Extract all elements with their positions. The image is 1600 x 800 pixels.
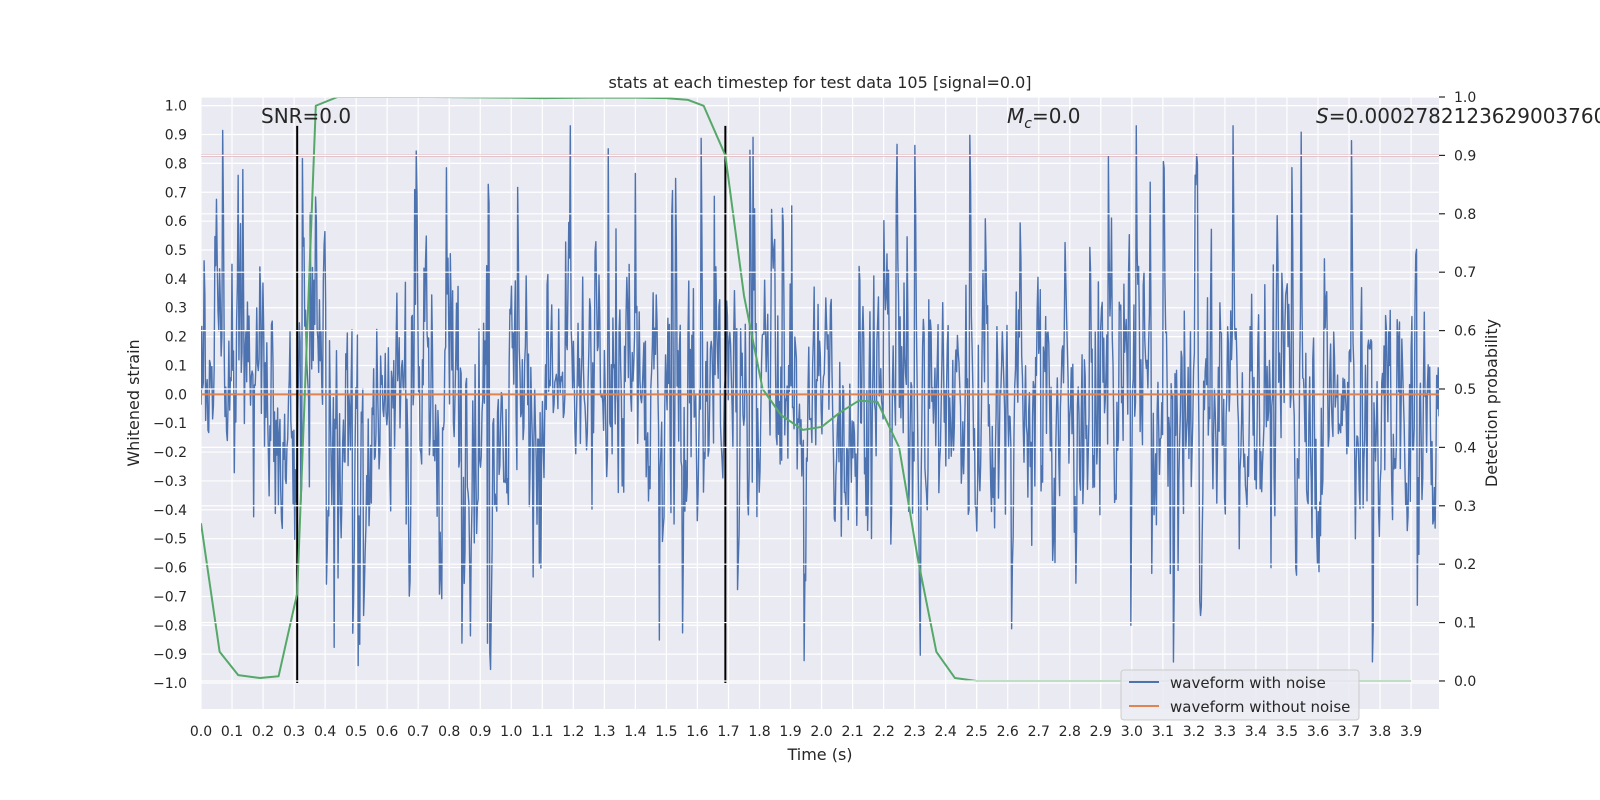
y-tick-label: 0.9 bbox=[165, 128, 187, 144]
axes: 0.0 0.1 0.2 0.3 0.4 0.5 0.6 0.7 0.8 0.9 1.0 1.1 1.2 1… bbox=[153, 90, 1476, 740]
y2-tick-label: 0.4 bbox=[1454, 440, 1476, 456]
detection-probability-line bbox=[201, 97, 1412, 682]
x-tick-label: 2.4 bbox=[935, 724, 957, 740]
x-tick-label: 1.8 bbox=[748, 724, 770, 740]
y-tick-label: 0.8 bbox=[165, 156, 187, 172]
y-tick-label: 0.6 bbox=[165, 214, 187, 230]
x-tick-label: 2.8 bbox=[1059, 724, 1081, 740]
chart-title: stats at each timestep for test data 105… bbox=[608, 73, 1031, 92]
right-axis-grid bbox=[201, 96, 1439, 682]
x-tick-label: 0.2 bbox=[252, 724, 274, 740]
y-tick-label: 0.2 bbox=[165, 330, 187, 346]
x-tick-label: 0.9 bbox=[469, 724, 491, 740]
legend-entry-waveform-without-noise: waveform without noise bbox=[1170, 698, 1350, 716]
x-tick-label: 0.1 bbox=[221, 724, 243, 740]
x-tick-label: 1.0 bbox=[500, 724, 522, 740]
x-tick-label: 2.5 bbox=[966, 724, 988, 740]
y-tick-label: −1.0 bbox=[153, 676, 187, 692]
y-tick-label: −0.2 bbox=[153, 445, 187, 461]
y-tick-label: 0.1 bbox=[165, 358, 187, 374]
x-tick-label: 2.9 bbox=[1090, 724, 1112, 740]
s-annotation: S=0.00027821236290037604 bbox=[1316, 104, 1600, 128]
x-tick-label: 1.5 bbox=[655, 724, 677, 740]
x-tick-label: 2.6 bbox=[997, 724, 1019, 740]
x-tick-label: 2.3 bbox=[904, 724, 926, 740]
x-tick-label: 2.0 bbox=[810, 724, 832, 740]
x-tick-label: 1.9 bbox=[779, 724, 801, 740]
y2-tick-label: 0.0 bbox=[1454, 674, 1476, 690]
chirp-mass-value: =0.0 bbox=[1032, 104, 1081, 128]
legend: waveform with noise waveform without noi… bbox=[1120, 669, 1360, 721]
x-tick-label: 0.0 bbox=[190, 724, 212, 740]
chirp-mass-annotation: Mc=0.0 bbox=[1007, 104, 1081, 132]
x-tick-label: 3.6 bbox=[1307, 724, 1329, 740]
y2-tick-label: 0.1 bbox=[1454, 616, 1476, 632]
y-tick-label: 0.4 bbox=[165, 272, 187, 288]
x-tick-label: 3.2 bbox=[1183, 724, 1205, 740]
x-tick-label: 1.2 bbox=[562, 724, 584, 740]
y2-tick-label: 0.9 bbox=[1454, 148, 1476, 164]
legend-entry-waveform-with-noise: waveform with noise bbox=[1170, 674, 1326, 692]
chirp-mass-symbol: M bbox=[1007, 104, 1024, 128]
y2-tick-label: 0.6 bbox=[1454, 324, 1476, 340]
x-tick-label: 2.1 bbox=[841, 724, 863, 740]
x-tick-label: 3.4 bbox=[1245, 724, 1267, 740]
y2-tick-label: 1.0 bbox=[1454, 90, 1476, 106]
y-tick-label: 1.0 bbox=[165, 99, 187, 115]
y2-tick-label: 0.3 bbox=[1454, 499, 1476, 515]
y2-tick-label: 0.7 bbox=[1454, 265, 1476, 281]
x-tick-label: 0.4 bbox=[314, 724, 336, 740]
x-tick-label: 3.3 bbox=[1214, 724, 1236, 740]
y-tick-label: −0.5 bbox=[153, 532, 187, 548]
waveform-with-noise-line bbox=[201, 125, 1439, 671]
x-tick-label: 0.8 bbox=[438, 724, 460, 740]
x-tick-label: 0.6 bbox=[376, 724, 398, 740]
y-tick-label: −0.8 bbox=[153, 618, 187, 634]
s-value: =0.00027821236290037604 bbox=[1329, 104, 1600, 128]
x-tick-label: 1.6 bbox=[686, 724, 708, 740]
x-tick-label: 3.8 bbox=[1369, 724, 1391, 740]
y-tick-label: −0.6 bbox=[153, 561, 187, 577]
legend-frame bbox=[1120, 669, 1360, 721]
x-tick-label: 3.9 bbox=[1400, 724, 1422, 740]
x-tick-label: 3.1 bbox=[1152, 724, 1174, 740]
x-tick-label: 0.3 bbox=[283, 724, 305, 740]
y-tick-label: 0.7 bbox=[165, 185, 187, 201]
x-tick-label: 3.7 bbox=[1338, 724, 1360, 740]
snr-annotation: SNR=0.0 bbox=[261, 104, 351, 128]
x-axis-label: Time (s) bbox=[786, 745, 852, 764]
y-tick-label: 0.3 bbox=[165, 301, 187, 317]
y2-axis-label: Detection probability bbox=[1482, 319, 1501, 487]
y2-tick-label: 0.8 bbox=[1454, 207, 1476, 223]
x-tick-label: 3.5 bbox=[1276, 724, 1298, 740]
x-tick-label: 1.4 bbox=[624, 724, 646, 740]
x-tick-label: 0.5 bbox=[345, 724, 367, 740]
x-tick-label: 2.2 bbox=[872, 724, 894, 740]
y2-tick-label: 0.5 bbox=[1454, 382, 1476, 398]
s-symbol: S bbox=[1316, 104, 1329, 128]
y-tick-label: −0.9 bbox=[153, 647, 187, 663]
y-tick-label: −0.1 bbox=[153, 416, 187, 432]
y-tick-label: 0.5 bbox=[165, 243, 187, 259]
x-tick-label: 1.1 bbox=[531, 724, 553, 740]
chirp-mass-subscript: c bbox=[1024, 116, 1032, 132]
x-tick-label: 0.7 bbox=[407, 724, 429, 740]
y-axis-label: Whitened strain bbox=[124, 339, 143, 466]
x-tick-label: 1.7 bbox=[717, 724, 739, 740]
y2-tick-label: 0.2 bbox=[1454, 557, 1476, 573]
x-tick-label: 1.3 bbox=[593, 724, 615, 740]
y-tick-label: −0.4 bbox=[153, 503, 187, 519]
y-tick-label: −0.7 bbox=[153, 589, 187, 605]
y-tick-label: −0.3 bbox=[153, 474, 187, 490]
series-waveform-with-noise bbox=[201, 125, 1439, 671]
x-tick-label: 3.0 bbox=[1121, 724, 1143, 740]
y-tick-label: 0.0 bbox=[165, 387, 187, 403]
x-tick-label: 2.7 bbox=[1028, 724, 1050, 740]
